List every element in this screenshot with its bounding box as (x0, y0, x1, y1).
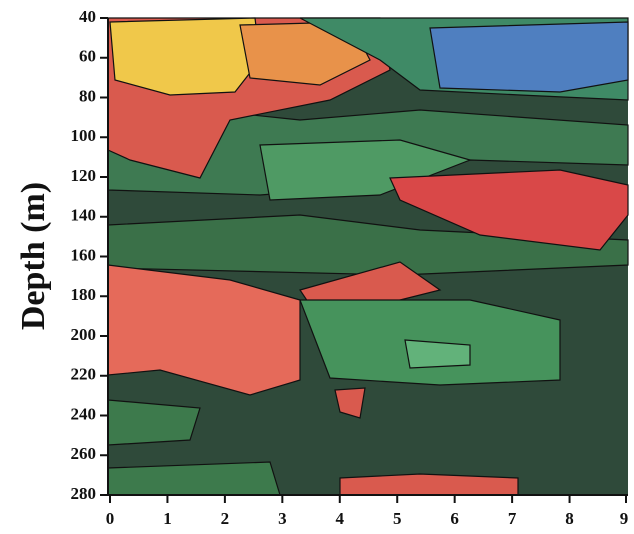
y-tick-label: 100 (71, 126, 97, 145)
x-tick-label: 4 (336, 509, 345, 528)
y-tick-label: 40 (79, 7, 96, 26)
x-tick-label: 3 (278, 509, 287, 528)
x-tick-label: 9 (620, 509, 629, 528)
y-tick-label: 260 (71, 444, 97, 463)
contour-region (430, 22, 628, 92)
y-axis-label: Depth (m) (15, 182, 52, 330)
contour-field (108, 18, 628, 495)
y-tick-label: 220 (71, 365, 97, 384)
y-tick-label: 80 (79, 86, 96, 105)
chart: Depth (m) 406080100120140160180200220240… (0, 0, 634, 534)
x-tick-label: 8 (565, 509, 574, 528)
contour-region (108, 462, 280, 495)
contour-region (108, 400, 200, 445)
y-tick-label: 160 (71, 245, 97, 264)
y-tick-label: 280 (71, 484, 97, 503)
y-tick-label: 200 (71, 325, 97, 344)
x-tick-label: 6 (450, 509, 459, 528)
x-tick-label: 7 (508, 509, 517, 528)
y-tick-label: 60 (79, 47, 96, 66)
x-tick-label: 2 (221, 509, 230, 528)
x-tick-label: 0 (106, 509, 115, 528)
y-tick-label: 240 (71, 404, 97, 423)
y-tick-label: 180 (71, 285, 97, 304)
x-tick-label: 1 (163, 509, 172, 528)
contour-region (340, 474, 518, 495)
y-tick-label: 120 (71, 166, 97, 185)
contour-region (110, 18, 260, 95)
y-tick-label: 140 (71, 206, 97, 225)
contour-region (405, 340, 470, 368)
x-tick-label: 5 (393, 509, 402, 528)
